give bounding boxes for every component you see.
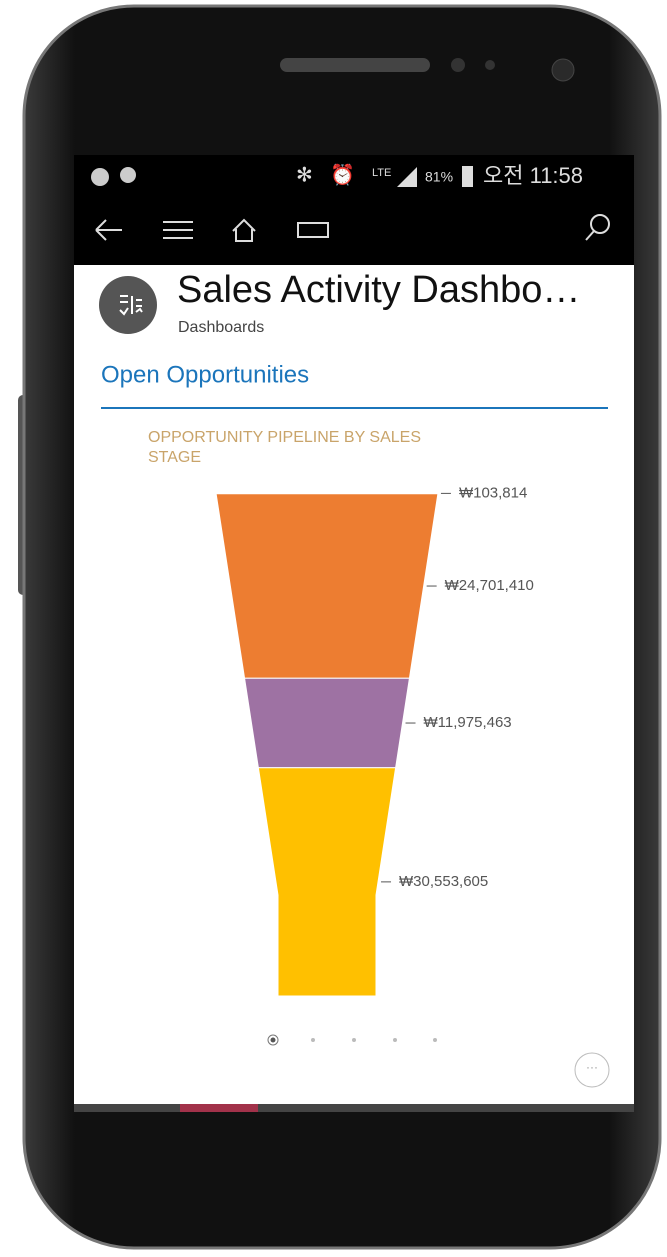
value-label: ₩103,814 — [459, 484, 527, 501]
value-label: ₩24,701,410 — [445, 577, 534, 594]
dashboard-icon — [99, 276, 157, 334]
bottom-strip — [74, 1104, 634, 1112]
back-button[interactable] — [95, 219, 122, 241]
speaker — [280, 58, 430, 72]
page-dot[interactable] — [393, 1038, 397, 1042]
chart-title: OPPORTUNITY PIPELINE BY SALES STAGE — [148, 429, 421, 466]
funnel-segment — [257, 767, 397, 997]
page-dot[interactable] — [433, 1038, 437, 1042]
tabs-button[interactable] — [297, 222, 329, 238]
network: LTE — [372, 167, 391, 179]
clock: 오전 11:58 — [483, 163, 583, 188]
funnel-segment — [243, 677, 411, 769]
funnel-segment — [215, 493, 439, 679]
bluetooth-icon: ✻ — [296, 164, 313, 186]
status-icon — [91, 168, 109, 186]
title: Sales Activity Dashbo… — [177, 269, 580, 311]
bottom-image — [180, 1104, 258, 1112]
funnel: ₩103,814 ₩24,701,410 ₩11,975,463 ₩30,553,60… — [215, 484, 534, 997]
home-button[interactable] — [232, 218, 256, 242]
subtitle: Dashboards — [178, 319, 264, 336]
alarm-icon: ⏰ — [330, 162, 355, 186]
value-label: ₩30,553,605 — [399, 873, 488, 890]
battery: 81% — [425, 169, 453, 185]
sensor — [485, 60, 495, 70]
camera — [551, 58, 575, 82]
menu-button[interactable] — [163, 221, 193, 239]
page-dot[interactable] — [311, 1038, 315, 1042]
dashboard-glyph — [119, 295, 143, 316]
battery-icon — [462, 166, 473, 187]
search-handle — [585, 230, 595, 241]
sensor — [451, 58, 465, 72]
more-button[interactable] — [574, 1052, 610, 1088]
more-glyph: ··· — [586, 1060, 598, 1074]
signal-icon — [397, 167, 417, 187]
page-dot-active[interactable] — [267, 1034, 279, 1046]
section-title[interactable]: Open Opportunities — [101, 361, 309, 388]
search-button[interactable] — [590, 214, 610, 234]
top-bars — [74, 155, 634, 265]
value-label: ₩11,975,463 — [424, 714, 512, 731]
page-dot-center — [270, 1037, 276, 1043]
status-icon — [120, 167, 136, 183]
page-dot[interactable] — [352, 1038, 356, 1042]
